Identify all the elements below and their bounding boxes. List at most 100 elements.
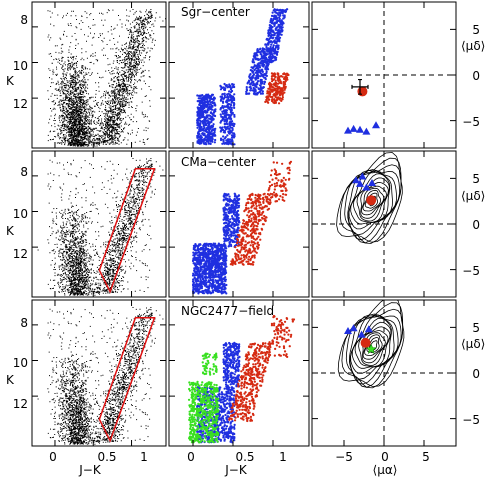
panel-ngc-proper-motion <box>312 300 456 446</box>
selection-box <box>98 317 156 443</box>
pma-tick-5: 5 <box>422 450 430 464</box>
k-axis-label-row0: K <box>6 74 15 88</box>
pmd-tick-r2-0: 0 <box>472 367 480 381</box>
blue-triangle-point <box>349 324 358 332</box>
pmd-tick-r2-5: 5 <box>472 321 480 335</box>
ngc-green-stars <box>187 380 220 444</box>
panel-sgr-cmd <box>47 9 166 147</box>
green-star-point <box>365 343 377 354</box>
jk-tick-05-col0: 0.5 <box>97 450 116 464</box>
pma-tick-m5: −5 <box>335 450 353 464</box>
k-axis-label-row1: K <box>6 224 15 238</box>
panel-cma-proper-motion <box>312 151 456 297</box>
pmd-tick-labels: 5 0 −5 5 0 −5 5 0 −5 <box>462 23 480 427</box>
density-contour <box>350 314 395 374</box>
cma-red-top <box>265 160 293 203</box>
k-tick-r2-10: 10 <box>13 356 28 370</box>
red-circle-point <box>360 337 371 348</box>
panel-cma-cmd <box>37 158 164 296</box>
blue-triangle-point <box>368 178 376 186</box>
label-cma-center: CMa−center <box>181 155 256 169</box>
pma-axis-label: ⟨μα⟩ <box>373 463 398 477</box>
density-contour <box>361 187 385 216</box>
cma-red-rgb <box>229 192 274 266</box>
density-contour <box>347 169 397 236</box>
pma-tick-0: 0 <box>381 450 389 464</box>
k-axis-label-row2: K <box>6 373 15 387</box>
jk-tick-1-col1: 1 <box>279 450 287 464</box>
k-tick-r0-8: 8 <box>20 13 28 27</box>
blue-triangle-point <box>356 179 364 187</box>
blue-triangle-point <box>344 327 352 335</box>
sgr-blue-block-1 <box>196 93 217 146</box>
ngc-blue-mid <box>222 341 241 389</box>
density-contour <box>347 169 400 241</box>
field-star-points <box>37 307 164 445</box>
cma-blue-dense <box>191 242 228 295</box>
k-tick-r2-12: 12 <box>13 397 28 411</box>
panel-ngc-cmd <box>37 307 164 445</box>
frame-r1c0 <box>31 150 167 298</box>
pmd-axis-label-row1: ⟨μδ⟩ <box>461 189 485 203</box>
label-sgr-center: Sgr−center <box>181 5 250 19</box>
sgr-blue-upper-right <box>260 8 289 64</box>
sgr-blue-block-2 <box>219 82 236 146</box>
k-tick-r1-10: 10 <box>13 207 28 221</box>
pmd-tick-r0-5: 5 <box>472 23 480 37</box>
blue-triangle-point <box>364 325 373 333</box>
red-circle-point <box>357 86 368 97</box>
pmd-tick-r2-m5: −5 <box>462 413 480 427</box>
jk-axis-label-col0: J−K <box>78 463 102 477</box>
jk-tick-1-col0: 1 <box>140 450 148 464</box>
jk-axis-label-col1: J−K <box>224 463 248 477</box>
density-contour <box>349 313 399 380</box>
frame-r0c1 <box>168 1 310 149</box>
tick-marks <box>32 2 456 446</box>
ngc-red-top <box>266 314 296 358</box>
k-tick-r2-8: 8 <box>20 316 28 330</box>
pmd-tick-r1-5: 5 <box>472 172 480 186</box>
k-tick-r0-12: 12 <box>13 97 28 111</box>
ngc-green-upper <box>201 352 218 376</box>
errorbar-point <box>351 78 369 95</box>
jk-tick-05-col1: 0.5 <box>235 450 254 464</box>
panel-sgr-proper-motion <box>312 2 456 148</box>
k-tick-labels: 8 10 12 8 10 12 8 10 12 <box>13 13 28 411</box>
pmd-tick-r0-0: 0 <box>472 69 480 83</box>
density-contour <box>336 152 403 243</box>
blue-triangle-point <box>362 127 371 135</box>
blue-triangle-point <box>362 183 371 191</box>
pmd-tick-r1-0: 0 <box>472 218 480 232</box>
pmd-tick-r0-m5: −5 <box>462 115 480 129</box>
pmd-tick-r1-m5: −5 <box>462 264 480 278</box>
sgr-red-group <box>264 72 290 105</box>
axis-ticks <box>32 2 456 446</box>
label-ngc2477-field: NGC2477−field <box>181 304 274 318</box>
density-contour <box>348 170 393 230</box>
x-tick-labels: 0 0.5 1 0 0.5 1 −5 0 5 <box>49 450 430 464</box>
blue-triangle-point <box>352 176 360 184</box>
density-contour <box>360 185 387 219</box>
frame-r0c0 <box>31 1 167 149</box>
frame-r2c0 <box>31 299 167 447</box>
ngc-red-rgb <box>228 342 271 423</box>
pmd-axis-label-row2: ⟨μδ⟩ <box>461 337 485 351</box>
pmd-axis-label-row0: ⟨μδ⟩ <box>461 39 485 53</box>
panel-sgr-selected <box>196 8 290 146</box>
jk-tick-0-col0: 0 <box>49 450 57 464</box>
field-star-points <box>47 9 166 147</box>
k-tick-r1-12: 12 <box>13 247 28 261</box>
blue-triangle-point <box>349 124 358 132</box>
blue-triangle-point <box>358 172 367 180</box>
k-tick-r1-8: 8 <box>20 165 28 179</box>
blue-triangle-point <box>356 125 364 133</box>
panel-ngc-selected <box>187 314 296 444</box>
jk-tick-0-col1: 0 <box>187 450 195 464</box>
k-tick-r0-10: 10 <box>13 59 28 73</box>
panel-cma-selected <box>191 160 293 295</box>
sgr-blue-upper-left <box>245 47 274 96</box>
frame-r2c1 <box>168 299 310 447</box>
red-circle-point <box>366 195 377 206</box>
frame-r1c1 <box>168 150 310 298</box>
